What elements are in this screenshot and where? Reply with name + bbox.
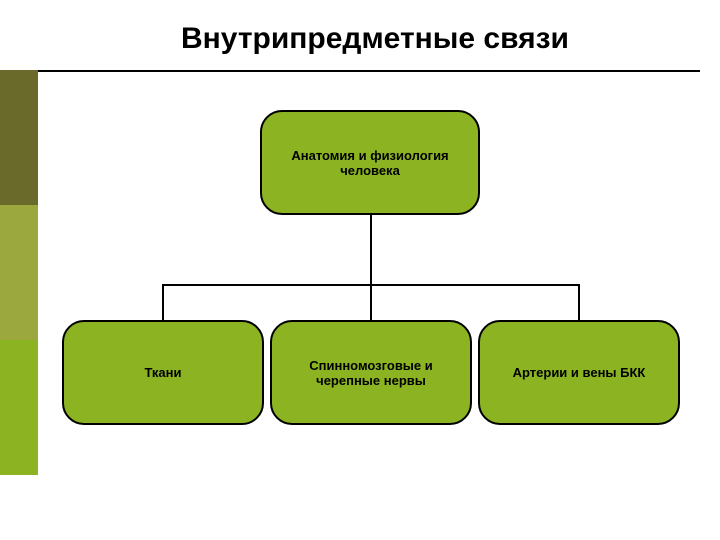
child-node-2: Спинномозговые и черепные нервы [270,320,472,425]
page-title: Внутрипредметные связи [60,22,690,56]
connector-child-1 [162,284,164,320]
connector-child-3 [578,284,580,320]
child-node-1: Ткани [62,320,264,425]
side-block-3 [0,340,38,475]
child-label-3: Артерии и вены БКК [513,365,646,380]
title-underline [38,70,700,72]
connector-child-2 [370,284,372,320]
side-block-2 [0,205,38,340]
root-label: Анатомия и физиология человека [270,148,470,178]
root-node: Анатомия и физиология человека [260,110,480,215]
decorative-sidebar [0,0,38,540]
child-label-2: Спинномозговые и черепные нервы [280,358,462,388]
connector-root-vertical [370,215,372,285]
child-node-3: Артерии и вены БКК [478,320,680,425]
side-block-1 [0,70,38,205]
child-label-1: Ткани [144,365,181,380]
